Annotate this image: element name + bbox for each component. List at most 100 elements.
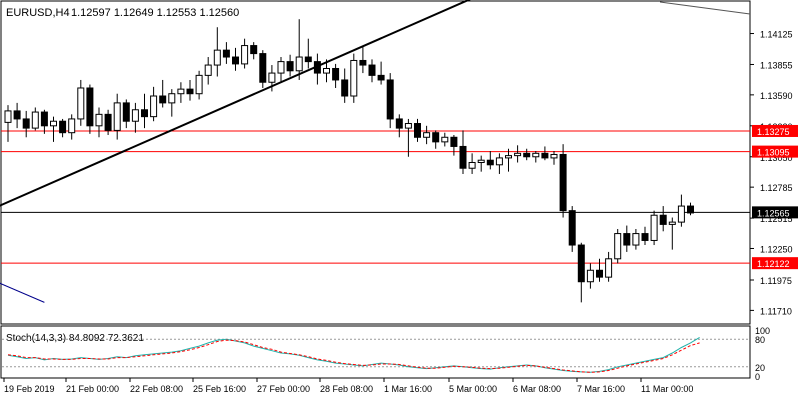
candle-body [104, 113, 112, 131]
candle [13, 102, 21, 129]
time-tick-label: 25 Feb 16:00 [193, 384, 246, 394]
candle [359, 45, 367, 74]
candle-body [659, 214, 667, 225]
candle-body [423, 132, 431, 138]
trendline [0, 282, 45, 303]
candle-body [304, 56, 312, 63]
candle-body [568, 210, 576, 246]
candle-body [341, 79, 349, 97]
candle-body [404, 123, 412, 129]
price-tick-label: 1.11710 [760, 306, 792, 316]
candle [232, 47, 239, 71]
level-label-box [752, 206, 798, 219]
level-label: 1.13275 [757, 127, 790, 137]
stoch-level-label: 80 [755, 335, 765, 345]
candle [368, 59, 376, 83]
candle-body [77, 87, 85, 120]
stochastic-panel-frame [0, 325, 751, 379]
trendline [0, 0, 471, 207]
candle [414, 118, 421, 142]
candle-body [368, 64, 376, 76]
price-tick-label: 1.13590 [760, 91, 793, 101]
candle [186, 79, 194, 101]
candle [77, 79, 85, 126]
candle [404, 118, 412, 157]
candle-body [514, 152, 522, 157]
candle [477, 155, 485, 172]
candle [304, 38, 312, 69]
stochastic-label: Stoch(14,3,3) 84.8092 72.3621 [6, 333, 144, 344]
candle-body [22, 118, 30, 129]
stoch-level-label: 0 [755, 372, 760, 382]
candle [4, 105, 12, 142]
candle [668, 217, 676, 250]
candle-body [596, 269, 603, 278]
candle [86, 84, 94, 134]
candle-body [186, 88, 194, 95]
level-price-labels: 1.13275 1.13095 1.12122 1.12565 [752, 124, 798, 270]
price-tick-label: 1.13050 [760, 153, 793, 163]
candle-body [477, 159, 485, 163]
time-tick-label: 5 Mar 00:00 [449, 384, 497, 394]
candle [323, 59, 330, 83]
candle [532, 151, 540, 163]
candle-body [213, 49, 221, 66]
candle-body [50, 120, 57, 127]
candle [550, 151, 558, 165]
candle [141, 93, 148, 129]
candle-body [495, 157, 503, 166]
candle-body [532, 152, 540, 158]
quote-values: 1.12597 1.12649 1.12553 1.12560 [71, 7, 239, 19]
candle [605, 251, 613, 282]
candle-body [459, 145, 467, 169]
candle [222, 42, 230, 64]
candle-body [222, 49, 230, 58]
level-label-box [752, 124, 798, 137]
candle [122, 99, 130, 129]
price-axis: 1.141251.138551.135901.133201.130501.127… [750, 30, 793, 316]
candle-body [95, 113, 103, 127]
candle [259, 50, 267, 88]
candle-body [141, 109, 148, 118]
candle-body [377, 74, 385, 81]
candle-body [59, 120, 67, 134]
level-label: 1.13095 [757, 148, 790, 158]
candle-body [323, 67, 330, 74]
candle-body [295, 56, 303, 72]
candle-body [605, 258, 613, 278]
candle-body [204, 64, 212, 76]
stoch-level-label: 100 [755, 326, 770, 336]
candle [332, 63, 340, 88]
time-tick-label: 7 Mar 16:00 [577, 384, 625, 394]
candle [514, 145, 522, 163]
level-label: 1.12122 [757, 259, 790, 269]
candle [495, 153, 503, 174]
candle-body [177, 88, 185, 95]
candle [341, 68, 349, 103]
candle [577, 242, 585, 303]
candle-body [332, 67, 340, 81]
candle [95, 107, 103, 138]
candle [614, 228, 622, 264]
candle [486, 151, 494, 170]
candle [586, 263, 594, 289]
candle-body [668, 221, 676, 225]
candle-body [313, 61, 321, 74]
candle [377, 61, 385, 85]
candle-body [641, 233, 649, 241]
candle [131, 102, 139, 133]
candle-body [395, 118, 403, 129]
candle [523, 148, 531, 161]
candle-body [432, 132, 440, 143]
time-axis: 19 Feb 2019 21 Feb 00:00 22 Feb 08:00 25 Fe… [3, 378, 693, 394]
candle [195, 70, 203, 100]
candle-body [414, 123, 421, 138]
price-tick-label: 1.14125 [760, 30, 793, 40]
candle [177, 82, 185, 103]
candle [659, 206, 667, 232]
candle-body [468, 162, 476, 169]
candle-body [550, 153, 558, 159]
candle-body [113, 102, 121, 131]
